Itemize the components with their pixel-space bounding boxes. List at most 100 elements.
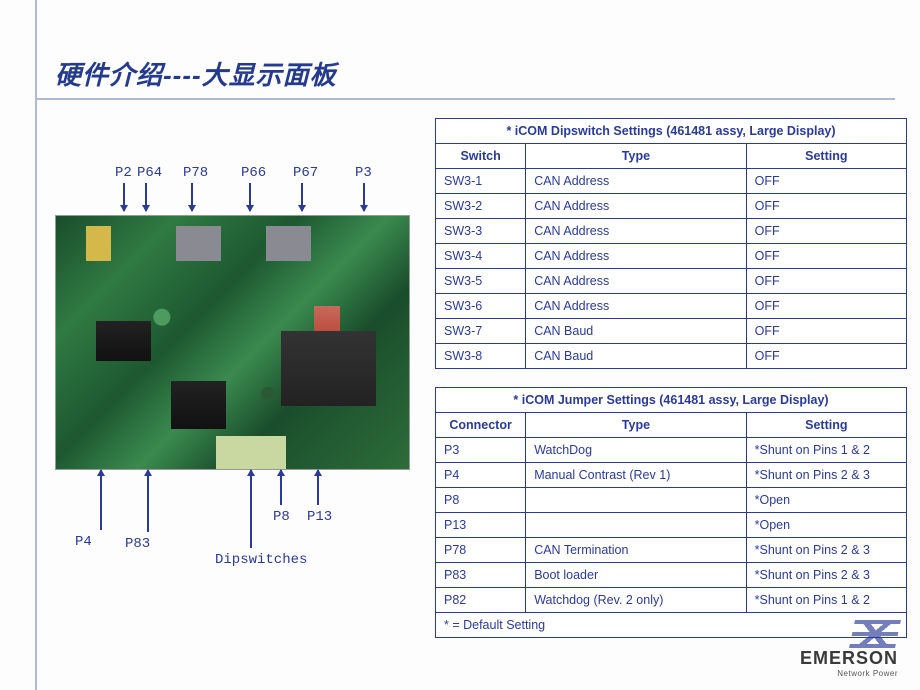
table-cell: Manual Contrast (Rev 1) xyxy=(526,463,746,488)
table-row: P8 *Open xyxy=(436,488,907,513)
table-cell: P82 xyxy=(436,588,526,613)
table2-title: * iCOM Jumper Settings (461481 assy, Lar… xyxy=(436,388,907,413)
table-cell: P8 xyxy=(436,488,526,513)
table-row: SW3-1CAN AddressOFF xyxy=(436,169,907,194)
pcb-label-p4: P4 xyxy=(75,534,92,550)
table-row: P3WatchDog*Shunt on Pins 1 & 2 xyxy=(436,438,907,463)
page-title: 硬件介绍----大显示面板 xyxy=(55,55,875,98)
table-cell: SW3-3 xyxy=(436,219,526,244)
title-block: 硬件介绍----大显示面板 xyxy=(55,55,875,100)
table-row: P82Watchdog (Rev. 2 only)*Shunt on Pins … xyxy=(436,588,907,613)
table-cell: P78 xyxy=(436,538,526,563)
pcb-label-p67: P67 xyxy=(293,165,318,181)
pcb-top-labels: P2P64P78P66P67P3 xyxy=(55,165,410,215)
table-cell: OFF xyxy=(746,319,906,344)
col-header: Setting xyxy=(746,144,906,169)
pcb-label-p3: P3 xyxy=(355,165,372,181)
table-cell: *Shunt on Pins 2 & 3 xyxy=(746,538,906,563)
pcb-bottom-labels: P4 P83 P8 P13 Dipswitches xyxy=(55,470,410,570)
table-cell: *Shunt on Pins 1 & 2 xyxy=(746,588,906,613)
arrow-down-icon xyxy=(249,183,251,211)
table-cell: OFF xyxy=(746,169,906,194)
table-cell: Watchdog (Rev. 2 only) xyxy=(526,588,746,613)
table-row: SW3-8CAN BaudOFF xyxy=(436,344,907,369)
brand-logo: EMERSON Network Power xyxy=(800,620,898,678)
table-cell: CAN Address xyxy=(526,244,746,269)
table-row: P13 *Open xyxy=(436,513,907,538)
logo-subtext: Network Power xyxy=(800,669,898,678)
table-row: SW3-7CAN BaudOFF xyxy=(436,319,907,344)
table-cell: CAN Address xyxy=(526,294,746,319)
table-cell xyxy=(526,488,746,513)
table-cell: *Open xyxy=(746,488,906,513)
arrow-up-icon xyxy=(147,470,149,532)
jumper-table: * iCOM Jumper Settings (461481 assy, Lar… xyxy=(435,387,907,638)
table-cell: SW3-7 xyxy=(436,319,526,344)
table1-title: * iCOM Dipswitch Settings (461481 assy, … xyxy=(436,119,907,144)
table-cell: CAN Address xyxy=(526,194,746,219)
table-row: SW3-3CAN AddressOFF xyxy=(436,219,907,244)
table-cell: SW3-1 xyxy=(436,169,526,194)
table-row: SW3-6CAN AddressOFF xyxy=(436,294,907,319)
table-cell: *Shunt on Pins 1 & 2 xyxy=(746,438,906,463)
table-cell: SW3-6 xyxy=(436,294,526,319)
table-cell: Boot loader xyxy=(526,563,746,588)
col-header: Connector xyxy=(436,413,526,438)
table-row: P83Boot loader*Shunt on Pins 2 & 3 xyxy=(436,563,907,588)
table-cell: OFF xyxy=(746,294,906,319)
col-header: Switch xyxy=(436,144,526,169)
table-cell: SW3-5 xyxy=(436,269,526,294)
table-cell: *Open xyxy=(746,513,906,538)
table-cell xyxy=(526,513,746,538)
pcb-label-p2: P2 xyxy=(115,165,132,181)
table-row: SW3-2CAN AddressOFF xyxy=(436,194,907,219)
pcb-label-p13: P13 xyxy=(307,509,332,525)
table-cell: OFF xyxy=(746,269,906,294)
table-cell: SW3-2 xyxy=(436,194,526,219)
table-cell: CAN Address xyxy=(526,269,746,294)
logo-flag-icon xyxy=(849,620,901,648)
table-cell: SW3-4 xyxy=(436,244,526,269)
arrow-up-icon xyxy=(280,470,282,505)
table-cell: P83 xyxy=(436,563,526,588)
pcb-label-p8: P8 xyxy=(273,509,290,525)
pcb-label-p83: P83 xyxy=(125,536,150,552)
dipswitch-label: Dipswitches xyxy=(215,552,307,568)
table-row: SW3-5CAN AddressOFF xyxy=(436,269,907,294)
table-cell: CAN Termination xyxy=(526,538,746,563)
pcb-label-p78: P78 xyxy=(183,165,208,181)
dipswitch-table: * iCOM Dipswitch Settings (461481 assy, … xyxy=(435,118,907,369)
table-cell: CAN Address xyxy=(526,219,746,244)
left-rule xyxy=(35,0,37,690)
table-cell: CAN Baud xyxy=(526,319,746,344)
arrow-down-icon xyxy=(191,183,193,211)
table-cell: *Shunt on Pins 2 & 3 xyxy=(746,463,906,488)
table-cell: P13 xyxy=(436,513,526,538)
col-header: Type xyxy=(526,413,746,438)
arrow-down-icon xyxy=(301,183,303,211)
pcb-diagram: P2P64P78P66P67P3 P4P83P8P13Dipswitches xyxy=(55,165,425,570)
table-cell: SW3-8 xyxy=(436,344,526,369)
arrow-up-icon xyxy=(100,470,102,530)
col-header: Type xyxy=(526,144,746,169)
table-row: P4Manual Contrast (Rev 1)*Shunt on Pins … xyxy=(436,463,907,488)
table-cell: OFF xyxy=(746,244,906,269)
logo-text: EMERSON xyxy=(800,648,898,669)
table-cell: OFF xyxy=(746,219,906,244)
pcb-label-p66: P66 xyxy=(241,165,266,181)
table-cell: OFF xyxy=(746,194,906,219)
col-header: Setting xyxy=(746,413,906,438)
title-underline xyxy=(35,98,895,100)
table-cell: OFF xyxy=(746,344,906,369)
table-row: SW3-4CAN AddressOFF xyxy=(436,244,907,269)
table-row: P78CAN Termination*Shunt on Pins 2 & 3 xyxy=(436,538,907,563)
arrow-up-icon xyxy=(250,470,252,548)
arrow-down-icon xyxy=(363,183,365,211)
table-cell: P3 xyxy=(436,438,526,463)
table-cell: *Shunt on Pins 2 & 3 xyxy=(746,563,906,588)
arrow-down-icon xyxy=(145,183,147,211)
arrow-up-icon xyxy=(317,470,319,505)
table-cell: P4 xyxy=(436,463,526,488)
table-cell: CAN Baud xyxy=(526,344,746,369)
pcb-image xyxy=(55,215,410,470)
